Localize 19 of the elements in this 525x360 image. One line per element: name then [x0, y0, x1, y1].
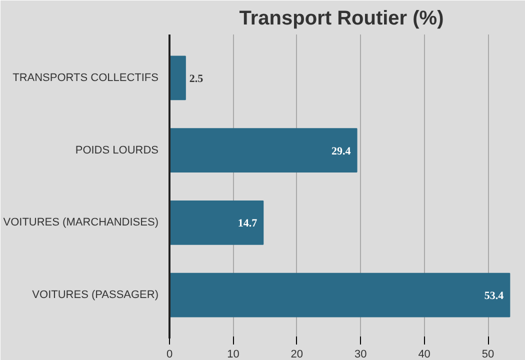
x-tick-label: 50 [482, 348, 494, 360]
bar [170, 128, 358, 173]
y-tick-label: VOITURES (MARCHANDISES) [3, 216, 159, 229]
bar [170, 200, 264, 245]
x-tick-label: 20 [290, 348, 304, 360]
bar [170, 272, 510, 318]
data-label: 53.4 [484, 290, 504, 302]
x-tick-label: 0 [166, 348, 173, 360]
chart-title: Transport Routier (%) [239, 8, 444, 30]
data-label: 2.5 [189, 72, 204, 85]
x-tick-label: 40 [418, 348, 430, 360]
y-tick-label: POIDS LOURDS [75, 144, 159, 156]
y-tick-label: VOITURES (PASSAGER) [32, 289, 159, 302]
x-tick-label: 30 [354, 348, 367, 360]
x-tick-label: 10 [227, 348, 240, 360]
bar [170, 56, 186, 100]
y-tick-label: TRANSPORTS COLLECTIFS [12, 72, 159, 84]
data-label: 14.7 [238, 218, 258, 230]
data-label: 29.4 [332, 145, 352, 158]
